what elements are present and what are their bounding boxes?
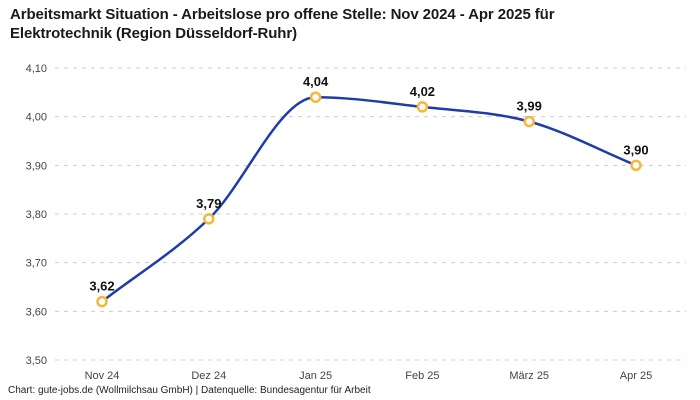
data-point-label: 3,62 [89, 279, 114, 294]
x-tick-label: März 25 [509, 370, 549, 382]
x-tick-label: Jan 25 [299, 370, 332, 382]
data-point-marker [416, 101, 429, 113]
y-tick-label: 4,10 [26, 63, 47, 75]
data-point-marker [203, 213, 215, 225]
data-point-label: 3,99 [517, 99, 542, 114]
data-point-marker [309, 91, 322, 103]
x-tick-label: Apr 25 [620, 370, 652, 382]
data-point-label: 4,04 [303, 74, 329, 89]
y-tick-label: 3,70 [26, 258, 47, 270]
y-tick-label: 3,60 [26, 306, 47, 318]
y-tick-label: 3,90 [26, 160, 47, 172]
chart-footer: Chart: gute-jobs.de (Wollmilchsau GmbH) … [8, 385, 371, 396]
y-tick-label: 3,80 [26, 209, 47, 221]
y-tick-label: 4,00 [26, 112, 47, 124]
series-line [100, 95, 638, 303]
data-point-marker [96, 295, 108, 308]
data-point-label: 3,90 [623, 142, 648, 157]
y-tick-label: 3,50 [26, 355, 47, 367]
data-point-label: 3,79 [196, 196, 221, 211]
data-point-marker [630, 159, 642, 172]
data-point-marker [523, 115, 535, 128]
x-tick-label: Nov 24 [85, 370, 120, 382]
x-tick-label: Dez 24 [191, 370, 226, 382]
chart-title: Arbeitsmarkt Situation - Arbeitslose pro… [10, 6, 555, 42]
x-tick-label: Feb 25 [405, 370, 439, 382]
data-point-label: 4,02 [410, 84, 435, 99]
